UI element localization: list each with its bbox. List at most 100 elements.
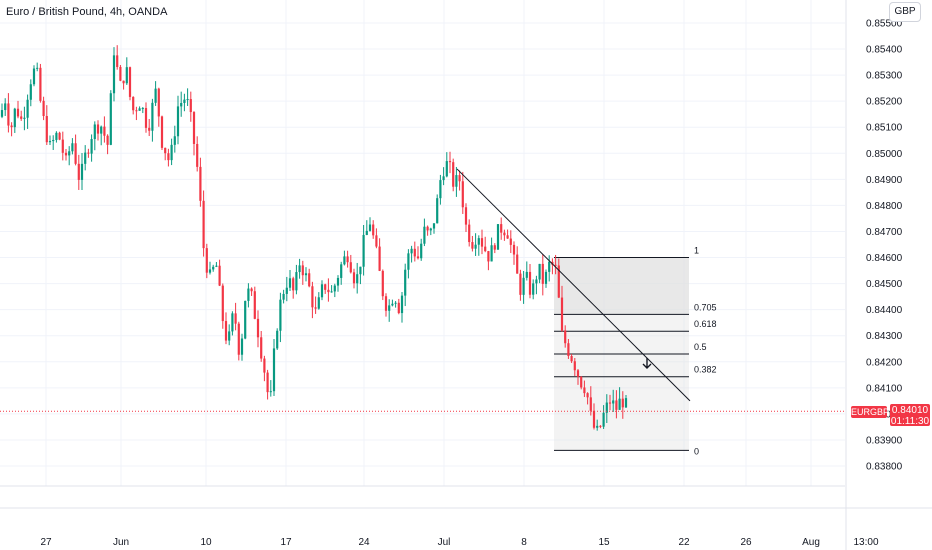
candle-body	[199, 166, 202, 201]
candle-body	[266, 372, 269, 393]
candle-body	[624, 398, 628, 408]
candle-body	[519, 273, 522, 295]
price-tick-label: 0.85300	[866, 71, 903, 82]
bar-countdown: 01:11:30	[890, 416, 930, 427]
candle-body	[340, 264, 343, 278]
fib-level-label: 0.618	[694, 319, 717, 329]
candle-body	[567, 343, 570, 357]
candle-body	[426, 226, 429, 231]
candlestick-series	[0, 45, 628, 431]
candle-body	[128, 67, 132, 97]
candle-body	[183, 99, 186, 103]
candle-body	[512, 244, 516, 255]
candle-body	[468, 224, 471, 243]
candle-body	[87, 152, 90, 154]
candle-body	[61, 139, 64, 153]
candle-body	[618, 398, 621, 410]
time-tick-label: 8	[521, 537, 527, 548]
candle-body	[391, 303, 394, 306]
candle-body	[576, 370, 580, 377]
candle-body	[141, 108, 144, 110]
candle-body	[23, 117, 26, 119]
candle-body	[378, 246, 381, 271]
candle-body	[352, 272, 356, 284]
price-tick-label: 0.85500	[866, 19, 903, 30]
candle-body	[583, 387, 586, 394]
candle-body	[160, 116, 164, 148]
candle-body	[36, 67, 39, 69]
candle-body	[132, 96, 135, 111]
candle-body	[263, 358, 266, 373]
candle-body	[32, 68, 36, 85]
time-tick-label: 24	[358, 537, 370, 548]
candle-body	[221, 285, 224, 322]
candle-body	[240, 338, 244, 355]
price-axis[interactable]: 0.85500 0.85400 0.85300 0.85200 0.85100 0.850…	[845, 0, 903, 550]
candle-body	[605, 402, 608, 413]
chart-title: Euro / British Pound, 4h, OANDA	[6, 6, 168, 18]
candle-body	[68, 151, 71, 156]
candle-body	[176, 106, 180, 137]
trend-line[interactable]	[0, 168, 845, 412]
candle-body	[74, 143, 77, 164]
candle-body	[52, 139, 55, 142]
candle-body	[122, 80, 125, 84]
candle-body	[413, 248, 416, 257]
candle-body	[477, 238, 480, 245]
candle-body	[320, 284, 324, 298]
candle-body	[359, 266, 362, 275]
candle-body	[173, 136, 176, 145]
currency-button[interactable]: GBP	[889, 2, 921, 22]
candle-body	[253, 291, 256, 319]
candle-body	[10, 125, 13, 128]
candle-body	[509, 238, 512, 245]
candle-body	[228, 331, 231, 341]
candle-body	[208, 269, 212, 273]
candle-body	[330, 291, 333, 293]
price-tick-label: 0.85200	[866, 97, 903, 108]
fib-zone	[554, 376, 689, 451]
time-tick-label: 27	[40, 537, 52, 548]
fibonacci-retracement[interactable]: 1 0.705 0.618 0.5 0.382 0	[554, 246, 717, 457]
candle-body	[116, 55, 119, 67]
candle-body	[532, 283, 535, 295]
time-tick-label: 10	[200, 537, 212, 548]
symbol-tag: EURGBP	[851, 406, 890, 418]
candle-body	[202, 200, 205, 249]
candle-body	[416, 256, 420, 259]
candle-body	[506, 235, 509, 239]
candle-body	[388, 305, 391, 311]
candle-body	[103, 126, 106, 136]
candle-body	[474, 244, 477, 249]
candle-body	[596, 425, 599, 428]
candle-body	[215, 265, 218, 267]
fib-level-label: 0.382	[694, 365, 717, 375]
trend-line-segment	[456, 168, 691, 402]
candle-body	[186, 99, 189, 101]
candle-body	[327, 289, 330, 293]
candle-body	[39, 67, 42, 101]
time-axis[interactable]: 27 Jun 10 17 24 Jul 8 15 22 26 Aug 13:00	[0, 485, 932, 548]
candle-body	[212, 266, 215, 270]
last-price-tag: 0.84010 01:11:30	[890, 404, 930, 427]
candle-body	[148, 127, 151, 131]
candle-body	[420, 243, 423, 259]
price-tick-label: 0.84300	[866, 331, 903, 342]
candle-body	[407, 253, 410, 270]
candle-body	[592, 410, 596, 428]
candle-body	[282, 293, 285, 300]
candle-body	[100, 126, 103, 134]
candle-body	[615, 400, 618, 410]
candle-body	[231, 313, 234, 332]
candle-body	[93, 124, 96, 140]
price-tick-label: 0.84700	[866, 227, 903, 238]
candle-body	[557, 265, 560, 298]
candle-body	[276, 330, 279, 349]
candle-body	[442, 176, 445, 181]
fib-level-label: 1	[694, 246, 699, 256]
candle-body	[55, 132, 58, 140]
candle-body	[439, 180, 442, 199]
candle-body	[234, 313, 237, 324]
candle-body	[458, 175, 461, 182]
